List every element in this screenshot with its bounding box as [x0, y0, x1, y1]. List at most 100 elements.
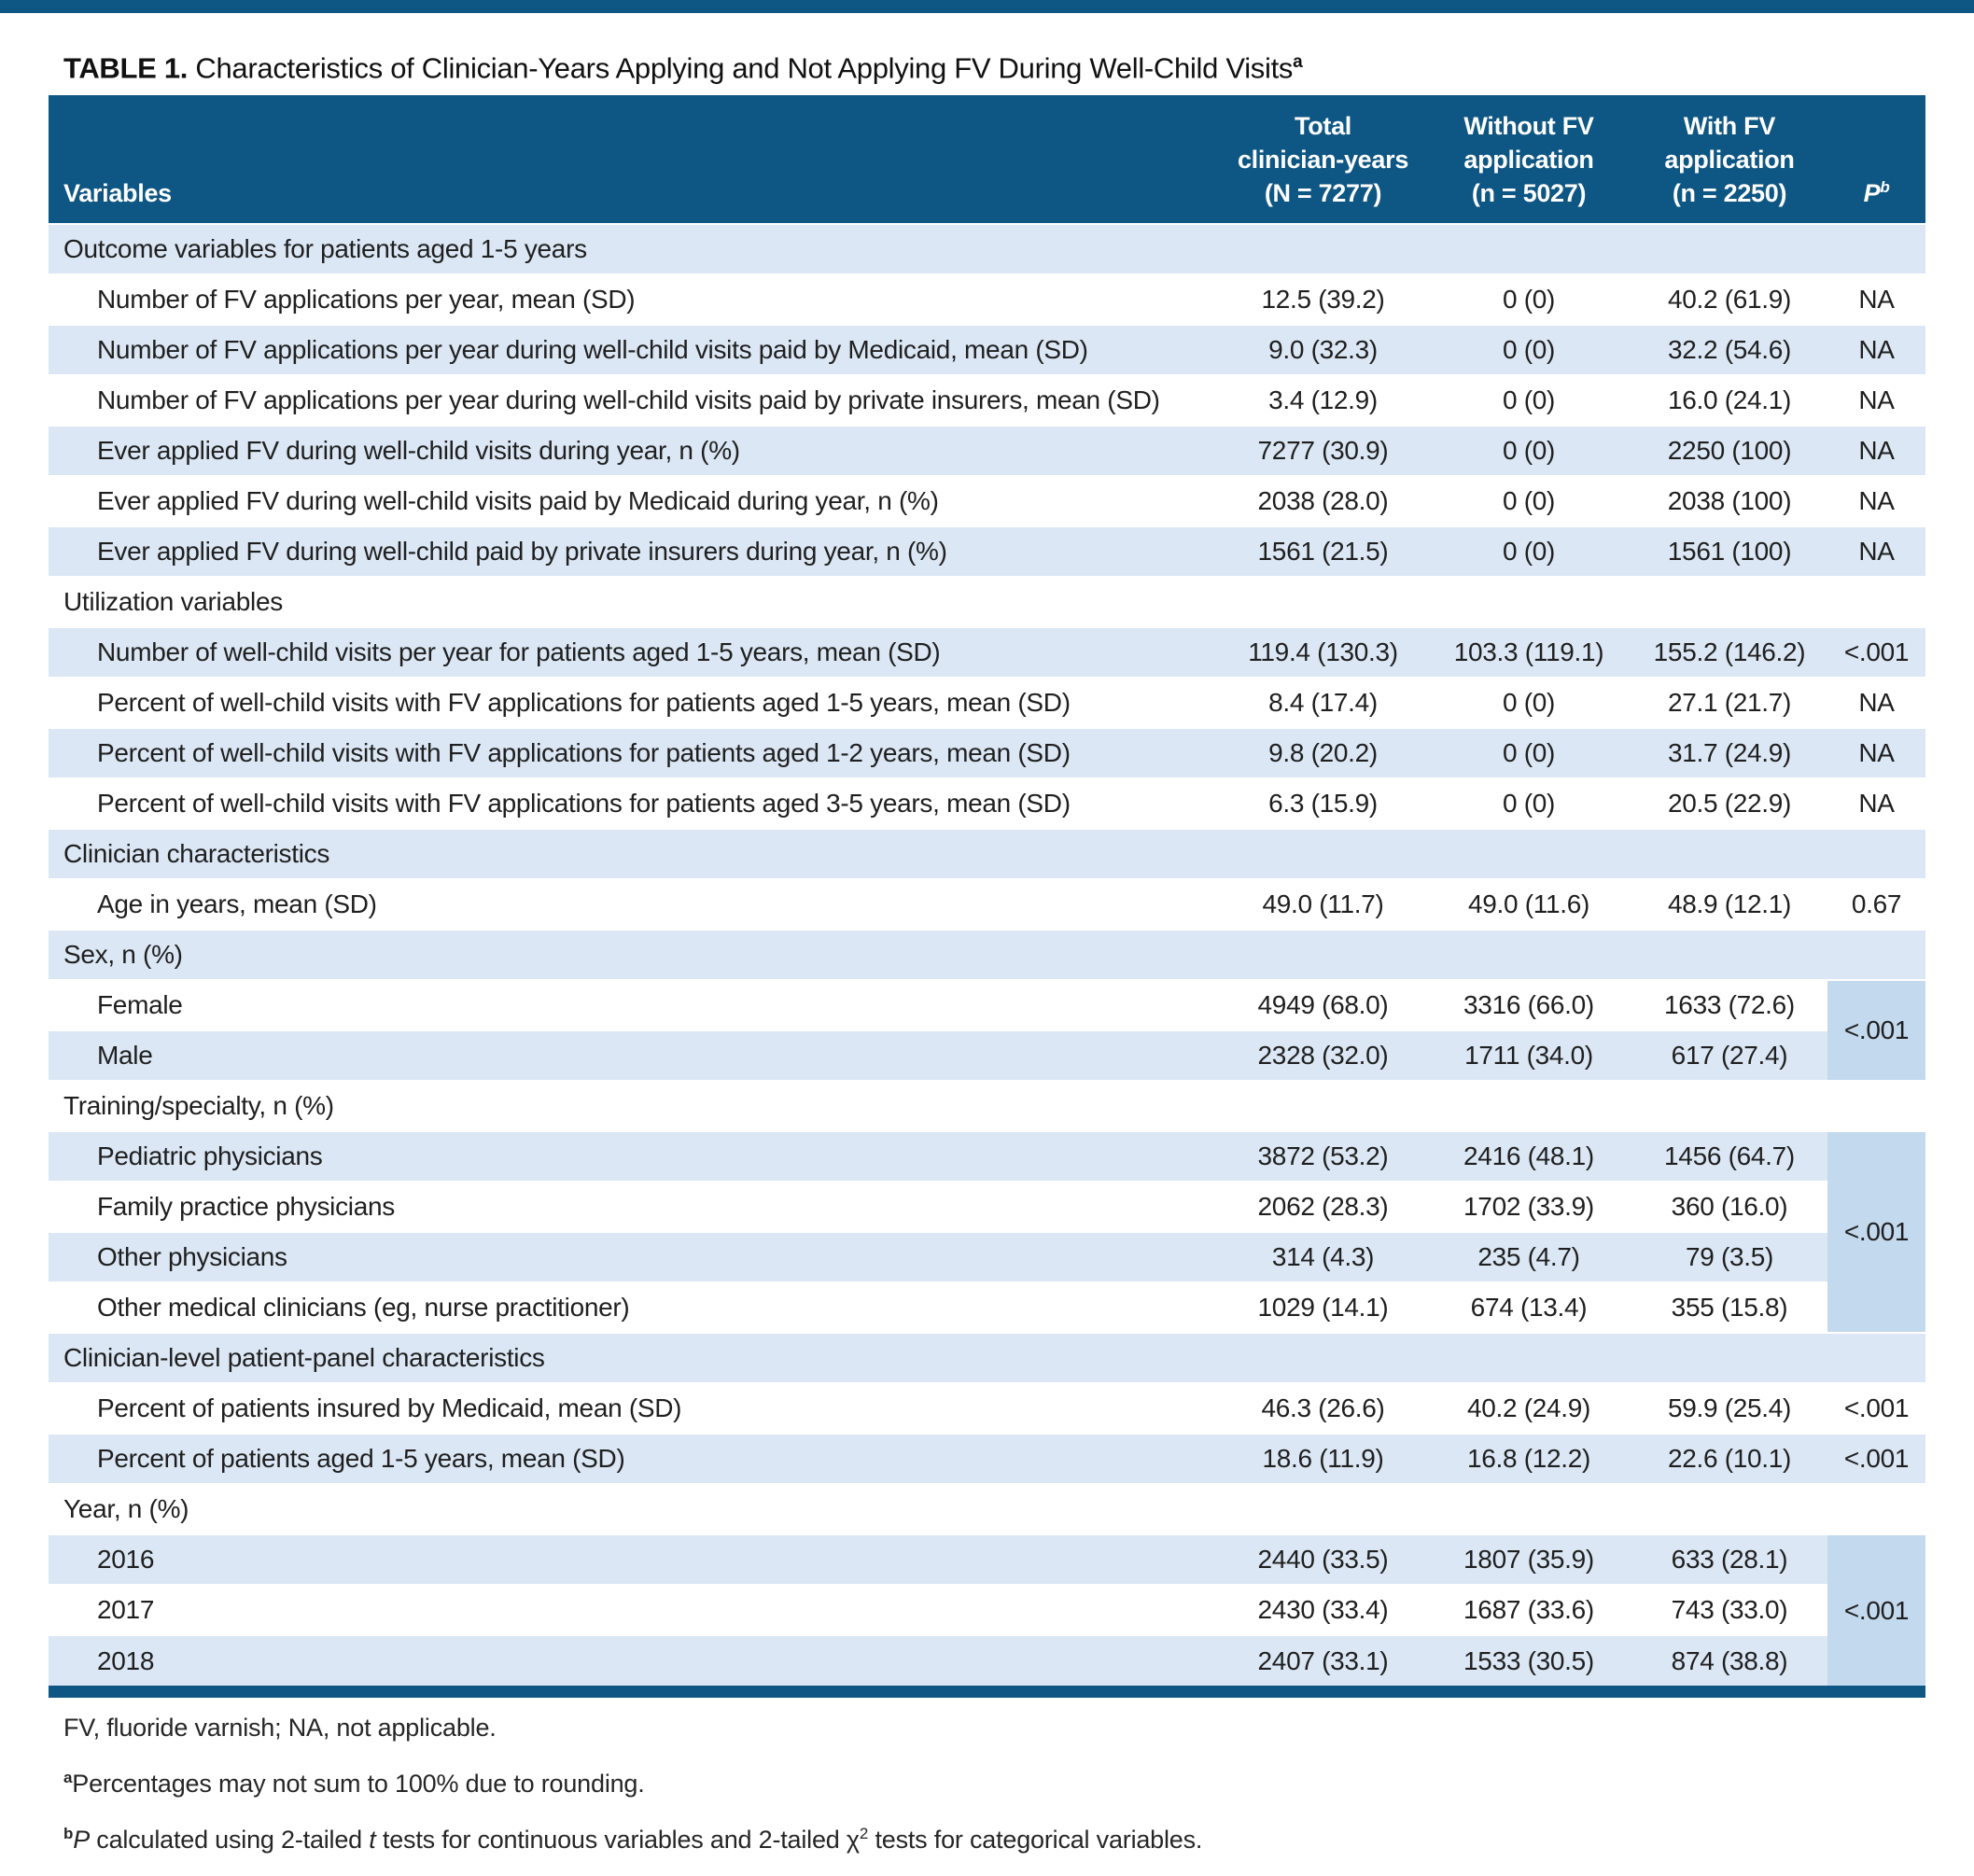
- variable-label: Percent of well-child visits with FV app…: [49, 777, 1220, 829]
- without-fv-value-cell: 49.0 (11.6): [1426, 878, 1631, 930]
- variable-label: Pediatric physicians: [49, 1130, 1220, 1182]
- p-value-cell: NA: [1827, 425, 1925, 476]
- table-row: 2018 2407 (33.1) 1533 (30.5) 874 (38.8): [49, 1634, 1925, 1686]
- with-fv-value-cell: 360 (16.0): [1631, 1181, 1827, 1232]
- with-fv-value-cell: 16.0 (24.1): [1631, 374, 1827, 426]
- table-title-footnote-marker: a: [1293, 52, 1303, 72]
- bottom-border-row: [49, 1686, 1925, 1698]
- table-row: Percent of well-child visits with FV app…: [49, 677, 1925, 728]
- p-value-cell: <.001: [1827, 1533, 1925, 1686]
- variable-label: Percent of patients insured by Medicaid,…: [49, 1382, 1220, 1434]
- total-value-cell: 119.4 (130.3): [1220, 626, 1426, 678]
- footnote: FV, fluoride varnish; NA, not applicable…: [63, 1714, 1202, 1742]
- total-value-cell: 2038 (28.0): [1220, 475, 1426, 526]
- with-fv-value-cell: 633 (28.1): [1631, 1533, 1827, 1585]
- variable-label: Ever applied FV during well-child visits…: [49, 475, 1220, 526]
- section-row: Sex, n (%): [49, 929, 1925, 980]
- variable-label: Ever applied FV during well-child paid b…: [49, 525, 1220, 577]
- footnote-segment: calculated using 2-tailed: [90, 1826, 370, 1854]
- total-value-cell: 9.0 (32.3): [1220, 324, 1426, 375]
- variable-label: Percent of well-child visits with FV app…: [49, 677, 1220, 728]
- section-label: Training/specialty, n (%): [49, 1080, 1925, 1131]
- with-fv-value-cell: 40.2 (61.9): [1631, 273, 1827, 325]
- table-row: Number of FV applications per year, mean…: [49, 273, 1925, 325]
- total-value-cell: 1029 (14.1): [1220, 1281, 1426, 1333]
- without-fv-value-cell: 235 (4.7): [1426, 1231, 1631, 1282]
- with-fv-value-cell: 355 (15.8): [1631, 1281, 1827, 1333]
- table-row: Number of well-child visits per year for…: [49, 626, 1925, 678]
- total-value-cell: 314 (4.3): [1220, 1231, 1426, 1282]
- p-value-cell: <.001: [1827, 1382, 1925, 1434]
- without-fv-value-cell: 0 (0): [1426, 374, 1631, 426]
- table-row: Other physicians 314 (4.3) 235 (4.7) 79 (3.…: [49, 1231, 1925, 1282]
- section-label: Year, n (%): [49, 1483, 1925, 1534]
- variable-label: Number of FV applications per year durin…: [49, 374, 1220, 426]
- without-fv-value-cell: 0 (0): [1426, 677, 1631, 728]
- total-value-cell: 7277 (30.9): [1220, 425, 1426, 476]
- p-value-cell: <.001: [1827, 1130, 1925, 1333]
- variable-label: Number of FV applications per year durin…: [49, 324, 1220, 375]
- section-label: Sex, n (%): [49, 929, 1925, 980]
- footnote-segment: χ: [846, 1826, 860, 1854]
- total-value-cell: 2430 (33.4): [1220, 1584, 1426, 1635]
- table-row: Percent of well-child visits with FV app…: [49, 727, 1925, 778]
- with-fv-value-cell: 617 (27.4): [1631, 1029, 1827, 1081]
- section-label: Clinician characteristics: [49, 828, 1925, 879]
- section-row: Training/specialty, n (%): [49, 1080, 1925, 1131]
- top-accent-bar: [0, 0, 1974, 13]
- table-row: Ever applied FV during well-child visits…: [49, 475, 1925, 526]
- with-fv-value-cell: 27.1 (21.7): [1631, 677, 1827, 728]
- p-value-cell: NA: [1827, 727, 1925, 778]
- with-fv-value-cell: 1561 (100): [1631, 525, 1827, 577]
- section-label: Outcome variables for patients aged 1-5 …: [49, 223, 1925, 274]
- table-row: Female 4949 (68.0) 3316 (66.0) 1633 (72.6) <…: [49, 979, 1925, 1081]
- p-value-cell: NA: [1827, 475, 1925, 526]
- table-row: Age in years, mean (SD) 49.0 (11.7) 49.0 (…: [49, 878, 1925, 930]
- table-row: Percent of patients aged 1-5 years, mean…: [49, 1433, 1925, 1484]
- variable-label: 2016: [49, 1533, 1220, 1585]
- p-label: P: [1863, 179, 1881, 207]
- table-row: Ever applied FV during well-child paid b…: [49, 525, 1925, 577]
- section-row: Utilization variables: [49, 576, 1925, 627]
- column-header-without-fv: Without FV application (n = 5027): [1426, 95, 1631, 224]
- section-label: Utilization variables: [49, 576, 1925, 627]
- without-fv-value-cell: 0 (0): [1426, 324, 1631, 375]
- table-row: Male 2328 (32.0) 1711 (34.0) 617 (27.4): [49, 1029, 1925, 1081]
- total-value-cell: 8.4 (17.4): [1220, 677, 1426, 728]
- section-row: Clinician-level patient-panel characteri…: [49, 1332, 1925, 1383]
- without-fv-value-cell: 1702 (33.9): [1426, 1181, 1631, 1232]
- variable-label: Number of well-child visits per year for…: [49, 626, 1220, 678]
- section-row: Year, n (%): [49, 1483, 1925, 1534]
- without-fv-value-cell: 0 (0): [1426, 525, 1631, 577]
- table-row: Number of FV applications per year durin…: [49, 324, 1925, 375]
- without-fv-value-cell: 1711 (34.0): [1426, 1029, 1631, 1081]
- total-value-cell: 4949 (68.0): [1220, 979, 1426, 1030]
- column-header-with-fv: With FV application (n = 2250): [1631, 95, 1827, 224]
- p-value-cell: 0.67: [1827, 878, 1925, 930]
- p-value-cell: NA: [1827, 525, 1925, 577]
- with-fv-value-cell: 22.6 (10.1): [1631, 1433, 1827, 1484]
- table-title-text: Characteristics of Clinician-Years Apply…: [188, 51, 1294, 85]
- footnotes: FV, fluoride varnish; NA, not applicable…: [63, 1714, 1202, 1876]
- variable-label: 2018: [49, 1634, 1220, 1686]
- p-value-cell: <.001: [1827, 979, 1925, 1081]
- footnote-segment: a: [63, 1769, 73, 1786]
- without-fv-value-cell: 103.3 (119.1): [1426, 626, 1631, 678]
- total-value-cell: 3872 (53.2): [1220, 1130, 1426, 1182]
- table-row: Percent of well-child visits with FV app…: [49, 777, 1925, 829]
- without-fv-value-cell: 16.8 (12.2): [1426, 1433, 1631, 1484]
- variable-label: Ever applied FV during well-child visits…: [49, 425, 1220, 476]
- variable-label: Age in years, mean (SD): [49, 878, 1220, 930]
- with-fv-value-cell: 59.9 (25.4): [1631, 1382, 1827, 1434]
- table-row: 2016 2440 (33.5) 1807 (35.9) 633 (28.1) <.00…: [49, 1533, 1925, 1686]
- with-fv-value-cell: 874 (38.8): [1631, 1634, 1827, 1686]
- footnote-segment: tests for continuous variables and 2-tai…: [375, 1826, 847, 1854]
- table-bottom-border: [49, 1686, 1925, 1698]
- with-fv-value-cell: 48.9 (12.1): [1631, 878, 1827, 930]
- table-row: Percent of patients insured by Medicaid,…: [49, 1382, 1925, 1434]
- variable-label: Female: [49, 979, 1220, 1030]
- total-value-cell: 18.6 (11.9): [1220, 1433, 1426, 1484]
- p-value-cell: NA: [1827, 777, 1925, 829]
- table-row: Pediatric physicians 3872 (53.2) 2416 (48.…: [49, 1130, 1925, 1333]
- footnote: aPercentages may not sum to 100% due to …: [63, 1764, 1202, 1798]
